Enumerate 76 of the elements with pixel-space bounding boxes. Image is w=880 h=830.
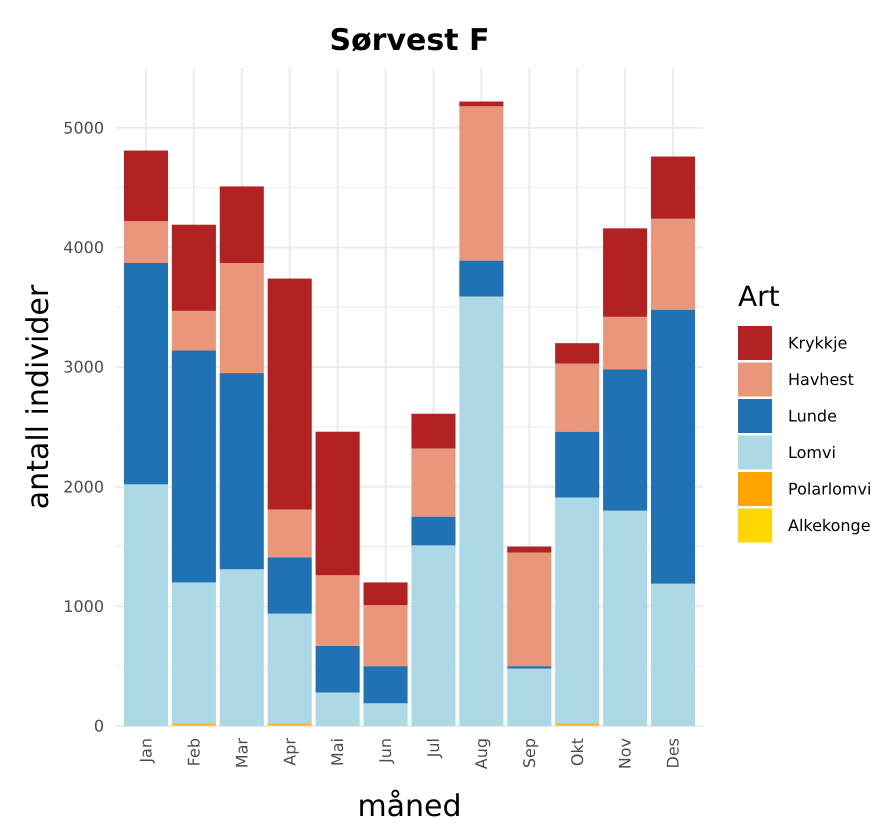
bar — [411, 516, 456, 546]
bar — [603, 369, 648, 511]
legend-label: Polarlomvi — [788, 480, 872, 499]
bar — [651, 156, 696, 219]
x-tick-label: Mar — [232, 738, 252, 768]
bar — [603, 510, 648, 726]
bar — [507, 552, 552, 666]
legend-label: Krykkje — [788, 334, 848, 353]
bar — [651, 218, 696, 310]
bar — [268, 278, 312, 510]
y-tick-label: 0 — [94, 716, 104, 736]
y-tick-label: 5000 — [63, 118, 104, 138]
y-tick-label: 1000 — [63, 596, 104, 616]
bar — [459, 106, 504, 261]
bar — [364, 582, 408, 606]
x-tick-label: Jan — [136, 738, 156, 764]
bar — [220, 569, 264, 726]
y-tick-label: 4000 — [63, 238, 104, 258]
x-tick-label: Des — [664, 738, 683, 768]
y-axis-title: antall individer — [21, 284, 56, 510]
x-axis-title: måned — [357, 789, 462, 824]
bar — [316, 575, 360, 646]
x-tick-label: Feb — [184, 738, 204, 766]
bar — [459, 102, 504, 106]
x-tick-label: Apr — [280, 738, 300, 766]
x-tick-label: Sep — [520, 738, 539, 768]
legend-label: Lomvi — [788, 443, 836, 462]
x-tick-label: Jul — [424, 738, 444, 758]
bar — [124, 263, 168, 484]
bar — [316, 692, 360, 726]
bar — [316, 432, 360, 576]
bar — [172, 582, 216, 724]
bar — [651, 310, 696, 584]
bar — [364, 666, 408, 704]
legend-label: Havhest — [788, 370, 854, 390]
x-tick-label: Aug — [472, 738, 491, 770]
bar — [555, 497, 600, 724]
bar — [364, 703, 408, 726]
legend-label: Lunde — [788, 406, 837, 426]
chart-title: Sørvest F — [329, 23, 490, 58]
bar — [603, 316, 648, 370]
bar — [220, 373, 264, 570]
bar — [364, 605, 408, 666]
x-tick-label: Nov — [616, 738, 635, 770]
bar — [172, 350, 216, 582]
bar — [411, 448, 456, 517]
y-tick-label: 2000 — [63, 477, 104, 496]
bar — [172, 224, 216, 311]
bar — [316, 646, 360, 692]
bar — [555, 364, 600, 432]
bar — [124, 221, 168, 264]
bar — [220, 263, 264, 374]
bar — [268, 614, 312, 724]
bar — [651, 584, 696, 726]
y-tick-label: 3000 — [63, 358, 104, 377]
bar — [124, 484, 168, 726]
bar — [507, 668, 552, 726]
bar — [555, 432, 600, 498]
bar — [220, 186, 264, 264]
x-tick-label: Jun — [376, 738, 396, 764]
legend-title: Art — [738, 280, 780, 313]
x-tick-label: Okt — [568, 738, 587, 766]
bar — [411, 545, 456, 726]
bar — [124, 150, 168, 222]
bar — [459, 296, 504, 726]
x-tick-label: Mai — [328, 738, 348, 766]
bar — [411, 414, 456, 448]
bar — [268, 509, 312, 558]
bar — [603, 228, 648, 317]
bar — [507, 666, 552, 669]
bar — [555, 343, 600, 364]
legend-label: Alkekonge — [788, 516, 871, 536]
bar — [459, 260, 504, 297]
bar — [172, 310, 216, 350]
bar — [507, 546, 552, 553]
bar — [268, 557, 312, 614]
